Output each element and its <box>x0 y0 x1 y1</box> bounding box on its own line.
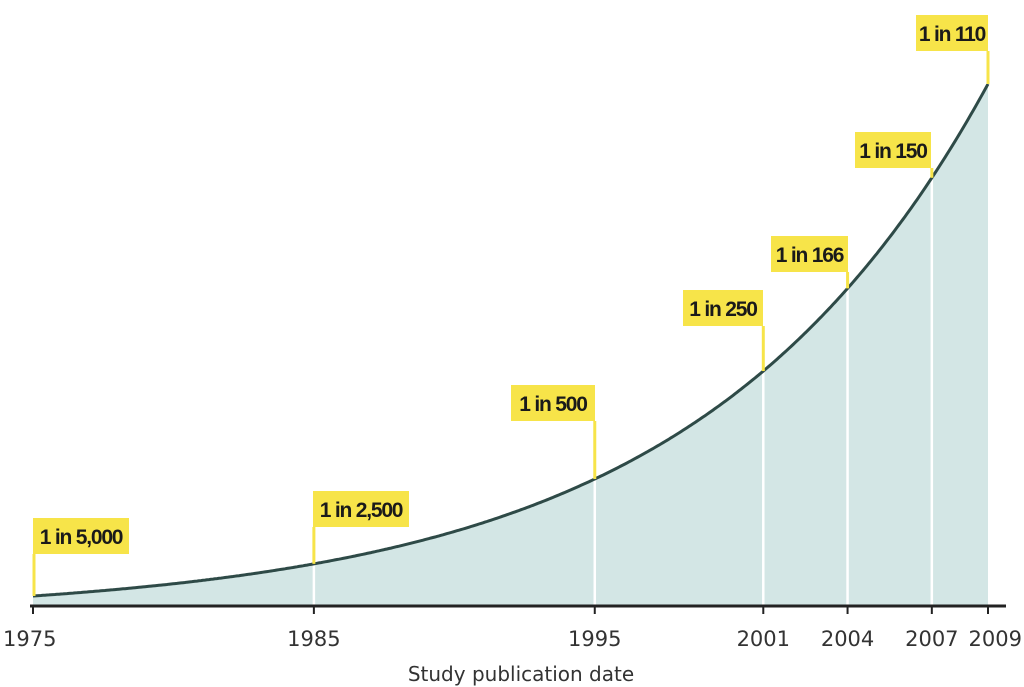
data-label-1975: 1 in 5,000 <box>40 526 123 549</box>
tick-label-2007: 2007 <box>905 627 958 651</box>
tick-label-2001: 2001 <box>737 627 790 651</box>
value-flags: 1 in 5,000 1 in 2,500 1 in 500 1 in 250 1 in… <box>32 15 990 596</box>
tick-label-1995: 1995 <box>568 627 621 651</box>
x-axis-ticks: 1975 1985 1995 2001 2004 2007 2009 <box>3 606 1022 651</box>
flag-box-2007 <box>855 132 931 168</box>
flag-box-1995 <box>511 385 595 421</box>
data-label-2009: 1 in 110 <box>919 23 986 46</box>
flag-box-1985 <box>313 491 409 527</box>
tick-label-2009: 2009 <box>969 627 1022 651</box>
guide-lines <box>312 177 934 606</box>
flag-box-2009 <box>916 15 988 51</box>
prevalence-curve <box>32 83 990 598</box>
tick-label-2004: 2004 <box>821 627 874 651</box>
tick-label-1975: 1975 <box>3 627 56 651</box>
data-label-1995: 1 in 500 <box>519 393 587 416</box>
flag-box-2001 <box>683 290 763 326</box>
flag-box-2004 <box>771 236 848 272</box>
data-label-2001: 1 in 250 <box>689 298 757 321</box>
data-label-2004: 1 in 166 <box>776 244 844 267</box>
area-fill <box>33 84 988 606</box>
data-label-1985: 1 in 2,500 <box>320 499 403 522</box>
x-axis-title: Study publication date <box>408 662 634 686</box>
tick-label-1985: 1985 <box>287 627 340 651</box>
flag-box-1975 <box>33 518 129 554</box>
data-label-2007: 1 in 150 <box>859 140 927 163</box>
